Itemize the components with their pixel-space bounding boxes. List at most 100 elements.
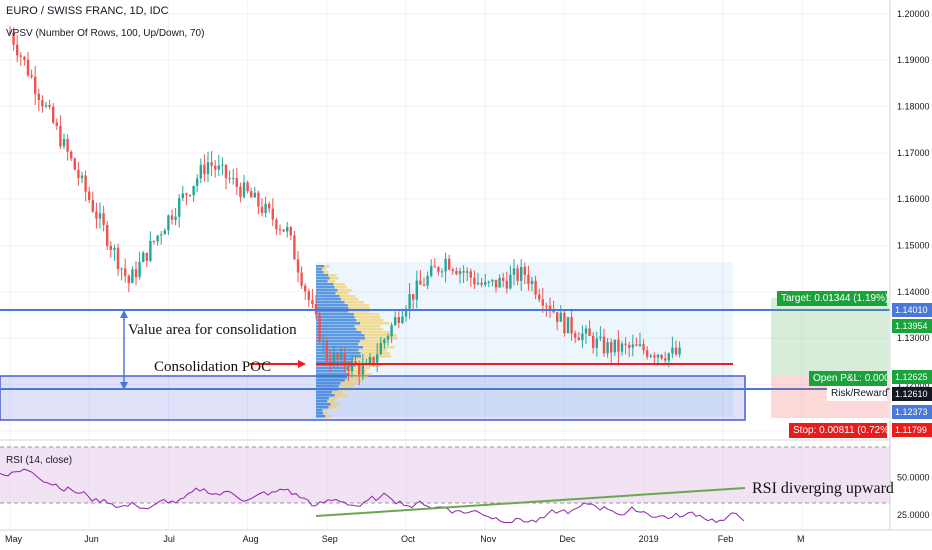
- candle-body: [250, 191, 253, 198]
- candle-body: [286, 227, 289, 232]
- profile-bar-down: [335, 292, 349, 295]
- candle-body: [548, 305, 552, 311]
- profile-bar-up: [316, 409, 323, 412]
- candle-body: [196, 178, 199, 186]
- price-tag-entry: 1.12610: [892, 387, 932, 401]
- candle-body: [574, 333, 577, 338]
- profile-bar-up: [316, 304, 348, 307]
- candle-body: [512, 268, 516, 275]
- candle-body: [624, 343, 627, 345]
- candle-body: [520, 267, 523, 281]
- candle-body: [343, 353, 346, 366]
- candle-body: [563, 312, 566, 334]
- value-area-arrowhead-down: [120, 382, 128, 390]
- candle-body: [347, 365, 350, 372]
- candle-body: [34, 76, 37, 94]
- candle-body: [592, 335, 595, 348]
- candle-body: [469, 271, 472, 278]
- candle-body: [358, 364, 361, 375]
- time-tick-label: M: [797, 534, 805, 544]
- candle-body: [145, 252, 148, 261]
- candle-body: [16, 44, 19, 56]
- candle-body: [275, 219, 278, 230]
- price-tag-value-low: 1.12373: [892, 405, 932, 419]
- candle-body: [386, 336, 390, 340]
- target-zone: [771, 298, 889, 376]
- price-tag-last: 1.13954: [892, 319, 932, 333]
- profile-bar-up: [316, 301, 345, 304]
- candle-body: [318, 314, 321, 342]
- poc-label: Consolidation POC: [154, 359, 272, 375]
- candle-body: [340, 353, 343, 359]
- profile-bar-down: [322, 412, 328, 415]
- candle-body: [278, 229, 282, 231]
- profile-bar-down: [354, 325, 381, 328]
- profile-bar-down: [344, 301, 364, 304]
- candle-body: [631, 344, 634, 348]
- candle-body: [210, 162, 213, 166]
- candle-body: [660, 354, 663, 359]
- profile-bar-up: [316, 271, 324, 274]
- candle-body: [192, 185, 195, 196]
- candle-body: [376, 354, 379, 363]
- profile-bar-down: [331, 391, 343, 394]
- candle-body: [552, 310, 555, 313]
- candle-body: [124, 268, 127, 276]
- rsi-divergence-line: [315, 487, 746, 517]
- profile-bar-up: [316, 397, 329, 400]
- value-area-label: Value area for consolidation: [128, 322, 297, 338]
- candle-body: [178, 198, 181, 217]
- profile-bar-up: [316, 337, 365, 340]
- price-tick-label: 1.20000: [897, 9, 930, 19]
- candle-body: [595, 338, 598, 348]
- candle-body: [354, 360, 357, 365]
- candle-body: [361, 364, 364, 375]
- candle-body: [44, 105, 48, 107]
- candle-body: [566, 317, 570, 334]
- candle-body: [430, 266, 433, 276]
- profile-bar-down: [355, 364, 382, 367]
- candle-body: [487, 281, 490, 283]
- profile-bar-down: [325, 415, 332, 418]
- candle-body: [458, 271, 462, 275]
- candle-body: [628, 344, 631, 348]
- candle-body: [152, 241, 156, 243]
- candle-body: [448, 258, 451, 270]
- profile-bar-down: [340, 382, 357, 385]
- profile-bar-down: [327, 400, 335, 403]
- candle-body: [505, 280, 508, 289]
- profile-bar-down: [347, 376, 368, 379]
- candle-body: [401, 316, 404, 323]
- profile-bar-down: [364, 334, 397, 337]
- candle-body: [88, 191, 91, 201]
- candle-body: [649, 355, 652, 357]
- candle-body: [530, 280, 534, 285]
- price-tick-label: 1.14000: [897, 287, 930, 297]
- candle-body: [142, 252, 145, 262]
- profile-bar-up: [316, 325, 355, 328]
- candle-body: [588, 328, 591, 336]
- profile-bar-down: [346, 370, 367, 373]
- candle-body: [466, 271, 469, 273]
- time-tick-label: Oct: [401, 534, 416, 544]
- profile-bar-up: [316, 370, 347, 373]
- candle-body: [602, 336, 606, 354]
- profile-bar-down: [348, 310, 370, 313]
- candle-body: [253, 192, 256, 198]
- profile-bar-up: [316, 268, 323, 271]
- candle-body: [534, 280, 537, 295]
- candle-body: [300, 272, 303, 286]
- candle-body: [480, 282, 483, 285]
- candle-body: [131, 269, 134, 284]
- candlesticks: [8, 25, 681, 386]
- profile-bar-up: [316, 343, 359, 346]
- candle-body: [84, 175, 87, 192]
- candle-body: [671, 347, 674, 354]
- candle-body: [440, 271, 444, 273]
- profile-bar-up: [316, 313, 354, 316]
- candle-body: [239, 186, 242, 197]
- profile-bar-up: [316, 319, 357, 322]
- candle-body: [559, 312, 562, 322]
- candle-body: [19, 55, 22, 57]
